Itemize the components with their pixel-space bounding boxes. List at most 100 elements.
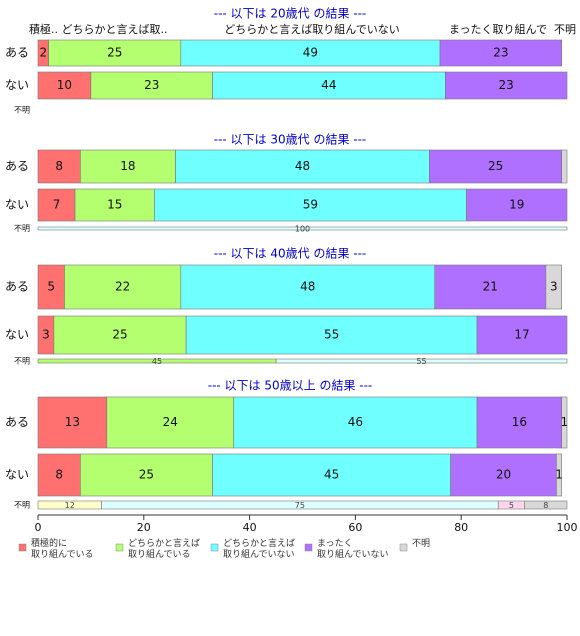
panel-title: --- 以下は 50歳以上 の結果 ---	[208, 379, 373, 393]
legend-label: まったく 取り組んでいない	[317, 539, 389, 560]
data-label: 2	[39, 46, 47, 60]
data-label: 3	[550, 280, 558, 294]
bar-segment	[37, 396, 108, 449]
data-label: 5	[47, 280, 55, 294]
bar-segment	[445, 71, 568, 100]
x-tick-label: 20	[137, 521, 151, 534]
bar-segment	[106, 396, 235, 449]
x-tick-label: 0	[35, 521, 42, 534]
legend-swatch	[304, 543, 313, 552]
row-label: ある	[5, 280, 29, 294]
bar-segment	[37, 453, 81, 497]
data-label: 55	[416, 357, 426, 366]
bar-segment	[37, 71, 92, 100]
panel-title: --- 以下は 30歳代 の結果 ---	[214, 133, 367, 147]
bar-segment	[37, 226, 568, 231]
x-tick-label: 40	[243, 521, 257, 534]
header-label: 積極.. どちらかと言えば取..	[29, 22, 167, 36]
data-label: 10	[57, 78, 72, 92]
data-label: 15	[107, 198, 122, 212]
data-label: 3	[42, 328, 50, 342]
bar-segment	[439, 39, 563, 67]
legend-label: どちらかと言えば 取り組んでいる	[128, 539, 201, 560]
data-label: 23	[499, 78, 514, 92]
data-label: 22	[115, 280, 130, 294]
data-label: 45	[152, 357, 162, 366]
data-label: 25	[107, 46, 122, 60]
bar-segment	[476, 396, 563, 449]
row-label: ない	[5, 78, 29, 92]
data-label: 100	[295, 225, 310, 234]
data-label: 59	[303, 198, 318, 212]
bar-segment	[429, 149, 563, 184]
legend-label: どちらかと言えば 取り組んでいない	[223, 539, 296, 560]
header-label: 不明	[554, 23, 576, 36]
panel-title: --- 以下は 20歳代 の結果 ---	[214, 7, 367, 21]
row-label: ある	[5, 159, 29, 173]
data-label: 25	[112, 328, 127, 342]
bar-segment	[180, 264, 436, 310]
data-label: 24	[163, 415, 178, 429]
bar-segment	[233, 396, 478, 449]
data-label: 75	[295, 501, 305, 510]
data-label: 25	[488, 159, 503, 173]
data-label: 25	[139, 468, 154, 482]
row-label: ある	[5, 46, 29, 60]
x-tick-label: 80	[454, 521, 468, 534]
bar-segment	[90, 71, 213, 100]
data-label: 48	[295, 159, 310, 173]
bar-segment	[180, 39, 441, 67]
data-label: 13	[65, 415, 80, 429]
bar-segment	[80, 149, 176, 184]
bar-segment	[545, 264, 563, 310]
data-label: 45	[324, 468, 339, 482]
row-label: 不明	[14, 106, 30, 115]
data-label: 44	[321, 78, 336, 92]
row-label: 不明	[14, 224, 30, 233]
legend-label: 不明	[412, 539, 431, 549]
legend-label: 積極的に 取り組んでいる	[31, 539, 94, 560]
bar-segment	[64, 264, 182, 310]
data-label: 8	[55, 159, 63, 173]
bar-segment	[275, 358, 568, 364]
x-tick-label: 60	[348, 521, 362, 534]
legend-swatch	[399, 543, 408, 552]
row-label: ない	[5, 198, 29, 212]
bar-segment	[48, 39, 182, 67]
x-tick-label: 100	[557, 521, 578, 534]
bar-segment	[53, 315, 187, 355]
row-label: 不明	[14, 357, 30, 366]
data-label: 17	[514, 328, 529, 342]
data-label: 1	[555, 468, 563, 482]
bar-segment	[561, 396, 568, 449]
bar-segment	[212, 71, 446, 100]
bar-segment	[212, 453, 451, 497]
bar-segment	[524, 500, 568, 510]
header-label: まったく取り組んで	[449, 23, 547, 36]
data-label: 18	[120, 159, 135, 173]
bar-segment	[561, 149, 568, 184]
header-label: どちらかと言えば取り組んでいない	[224, 23, 399, 36]
row-label: ある	[5, 415, 29, 429]
data-label: 8	[543, 501, 548, 510]
bar-segment	[556, 453, 563, 497]
bar-segment	[37, 264, 65, 310]
data-label: 23	[144, 78, 159, 92]
data-label: 16	[512, 415, 527, 429]
bar-segment	[37, 149, 81, 184]
legend-swatch	[115, 543, 124, 552]
data-label: 12	[65, 501, 75, 510]
bar-segment	[466, 188, 568, 222]
row-label: ない	[5, 328, 29, 342]
data-label: 19	[509, 198, 524, 212]
legend-swatch	[210, 543, 219, 552]
data-label: 8	[55, 468, 63, 482]
bar-segment	[476, 315, 568, 355]
data-label: 23	[493, 46, 508, 60]
bar-segment	[450, 453, 557, 497]
data-label: 7	[53, 198, 61, 212]
legend-swatch	[18, 543, 27, 552]
data-label: 21	[483, 280, 498, 294]
row-label: 不明	[14, 501, 30, 510]
bar-segment	[185, 315, 478, 355]
